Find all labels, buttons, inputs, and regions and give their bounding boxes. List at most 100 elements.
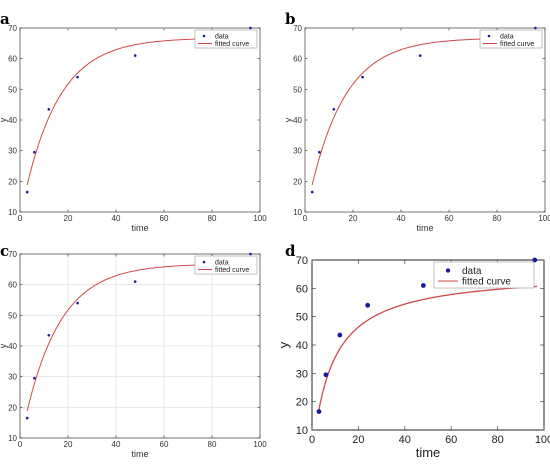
x-tick-label: 100 [538, 214, 550, 223]
y-tick-label: 40 [296, 340, 308, 352]
y-axis-label: y [0, 117, 8, 122]
chart-panel-a: a 0 20 40 60 80 100 10 20 30 40 50 60 70 time y datafitt… [0, 10, 267, 233]
x-tick-label: 100 [535, 434, 550, 446]
legend-label-fit: fitted curve [215, 41, 249, 48]
data-point [316, 409, 322, 414]
x-tick-label: 40 [399, 434, 411, 446]
y-tick-label: 10 [8, 434, 17, 443]
y-tick-label: 70 [8, 250, 17, 259]
y-tick-label: 20 [8, 177, 17, 186]
y-tick-label: 30 [8, 147, 17, 156]
y-tick-label: 50 [293, 85, 302, 94]
x-axis-label: time [131, 449, 148, 459]
y-axis-label: y [283, 117, 293, 122]
y-tick-label: 10 [8, 208, 17, 217]
panel-letter: d [285, 242, 296, 260]
data-point [76, 301, 79, 305]
x-tick-label: 60 [160, 214, 169, 223]
plot-area [304, 27, 546, 213]
legend-label-fit: fitted curve [215, 267, 249, 274]
data-point [310, 190, 314, 194]
data-point [323, 372, 329, 378]
data-point [133, 54, 137, 57]
x-tick-label: 60 [445, 214, 454, 223]
x-axis-label: time [131, 223, 148, 233]
plot-area [19, 27, 261, 213]
y-tick-label: 40 [8, 116, 17, 125]
x-tick-label: 40 [397, 214, 406, 223]
fitted-curve-line [26, 263, 253, 411]
y-tick-label: 30 [296, 368, 308, 380]
data-point [47, 107, 51, 111]
data-point [76, 75, 79, 79]
x-tick-label: 40 [112, 214, 121, 223]
legend-label-fit: fitted curve [462, 277, 511, 288]
data-point [133, 280, 137, 283]
y-tick-label: 60 [8, 281, 17, 290]
legend-marker-data [202, 34, 206, 38]
data-point [365, 302, 371, 308]
legend-label-data: data [215, 260, 229, 267]
y-tick-label: 70 [293, 24, 302, 33]
y-tick-label: 60 [296, 283, 308, 295]
legend-label-data: data [215, 34, 229, 41]
data-point [361, 75, 364, 79]
data-point [532, 257, 538, 263]
x-axis-label: time [416, 445, 441, 460]
y-tick-label: 50 [8, 85, 17, 94]
y-tick-label: 20 [293, 177, 302, 186]
y-tick-label: 50 [296, 312, 308, 324]
data-point [418, 54, 422, 57]
y-tick-label: 10 [296, 425, 308, 437]
y-tick-label: 40 [293, 116, 302, 125]
x-tick-label: 20 [64, 440, 73, 449]
legend-box [433, 261, 535, 289]
y-tick-label: 20 [296, 397, 308, 409]
data-point [249, 252, 252, 256]
y-axis-label: y [276, 341, 291, 348]
data-point [33, 150, 36, 154]
y-tick-label: 70 [8, 24, 17, 33]
y-tick-label: 60 [293, 55, 302, 64]
legend-marker-data [487, 34, 491, 38]
chart-panel-c: c 0 20 40 60 80 100 10 20 30 40 50 60 70 time y datafitt… [0, 242, 267, 459]
legend-marker-data [445, 268, 451, 273]
data-point [47, 333, 51, 337]
data-point [332, 107, 336, 111]
fitted-curve-line [26, 37, 253, 185]
x-axis-label: time [416, 223, 433, 233]
x-tick-label: 80 [208, 440, 217, 449]
x-tick-label: 0 [18, 214, 23, 223]
panel-letter: c [0, 242, 9, 260]
y-tick-label: 30 [293, 147, 302, 156]
y-axis-label: y [0, 343, 8, 348]
fitted-curve-line [311, 37, 538, 185]
y-tick-label: 30 [8, 373, 17, 382]
y-tick-label: 50 [8, 311, 17, 320]
data-point [25, 190, 29, 194]
chart-panel-d: d 0 20 40 60 80 100 10 20 30 40 50 60 70 time y datafitt… [276, 242, 550, 460]
data-point [337, 332, 343, 338]
x-tick-label: 20 [349, 214, 358, 223]
panel-letter: a [0, 10, 10, 28]
data-point [318, 150, 321, 154]
x-tick-label: 100 [253, 214, 267, 223]
y-tick-label: 10 [293, 208, 302, 217]
x-tick-label: 80 [491, 434, 503, 446]
data-point [534, 26, 537, 30]
x-tick-label: 0 [303, 214, 308, 223]
fitted-curve-line [318, 285, 538, 410]
x-tick-label: 40 [112, 440, 121, 449]
y-tick-label: 60 [8, 55, 17, 64]
x-tick-label: 80 [493, 214, 502, 223]
x-tick-label: 80 [208, 214, 217, 223]
x-tick-label: 20 [64, 214, 73, 223]
legend-label-fit: fitted curve [500, 41, 534, 48]
data-point [420, 283, 426, 288]
chart-panel-b: b 0 20 40 60 80 100 10 20 30 40 50 60 70 time y datafitt… [283, 10, 550, 233]
y-tick-label: 70 [296, 255, 308, 267]
